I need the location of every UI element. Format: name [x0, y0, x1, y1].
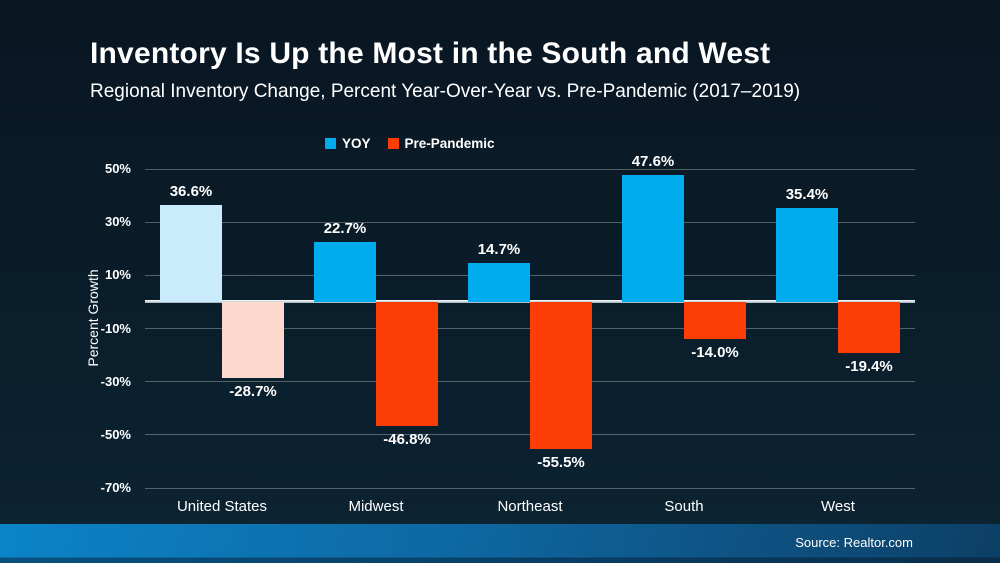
y-tick-label: 50% [104, 161, 131, 176]
y-tick-label: 10% [104, 267, 131, 283]
value-label: -28.7% [229, 383, 277, 401]
x-axis-label: West [821, 498, 855, 515]
legend-item-yoy: YOY [325, 136, 371, 151]
value-label: -14.0% [691, 344, 739, 362]
legend-swatch-icon [325, 138, 336, 149]
gridline [145, 221, 915, 223]
value-label: -19.4% [845, 358, 893, 376]
value-label: 36.6% [169, 182, 213, 200]
page-title: Inventory Is Up the Most in the South an… [90, 37, 771, 70]
bar-yoy [622, 175, 684, 302]
page-subtitle: Regional Inventory Change, Percent Year-… [90, 81, 801, 102]
value-label: -55.5% [537, 454, 585, 472]
bar-pre-pandemic [222, 301, 284, 379]
legend-label: YOY [342, 136, 371, 151]
y-tick-label: -70% [100, 480, 131, 495]
y-axis-title: Percent Growth [85, 269, 101, 367]
value-label: -46.8% [383, 431, 431, 449]
footer-bar: Source: Realtor.com [0, 524, 1000, 563]
y-tick-label: 30% [104, 214, 131, 230]
source-credit: Source: Realtor.com [795, 535, 913, 550]
bar-pre-pandemic [376, 301, 438, 427]
bar-yoy [314, 241, 376, 302]
y-tick-label: -10% [100, 320, 131, 336]
gridline [145, 168, 915, 170]
value-label: 14.7% [477, 240, 521, 258]
value-label: 22.7% [323, 219, 367, 237]
bar-yoy [468, 262, 530, 302]
legend-swatch-icon [387, 138, 399, 149]
chart-legend: YOY Pre-Pandemic [325, 136, 495, 151]
value-label: 47.6% [631, 153, 675, 171]
x-axis-label: Midwest [348, 498, 404, 515]
value-label: 35.4% [785, 185, 829, 203]
legend-item-pre-pandemic: Pre-Pandemic [387, 136, 495, 151]
gridline [145, 274, 915, 276]
bar-pre-pandemic [684, 301, 746, 340]
bar-pre-pandemic [838, 301, 900, 354]
bar-pre-pandemic [530, 301, 592, 450]
y-tick-label: -50% [100, 426, 131, 442]
legend-label: Pre-Pandemic [404, 136, 495, 151]
bar-yoy [160, 204, 222, 302]
x-axis-label: South [664, 498, 704, 515]
x-axis-label: Northeast [497, 498, 563, 515]
bar-yoy [776, 207, 838, 302]
gridline [145, 487, 915, 489]
y-tick-label: -30% [100, 373, 131, 389]
x-axis-label: United States [176, 498, 268, 515]
